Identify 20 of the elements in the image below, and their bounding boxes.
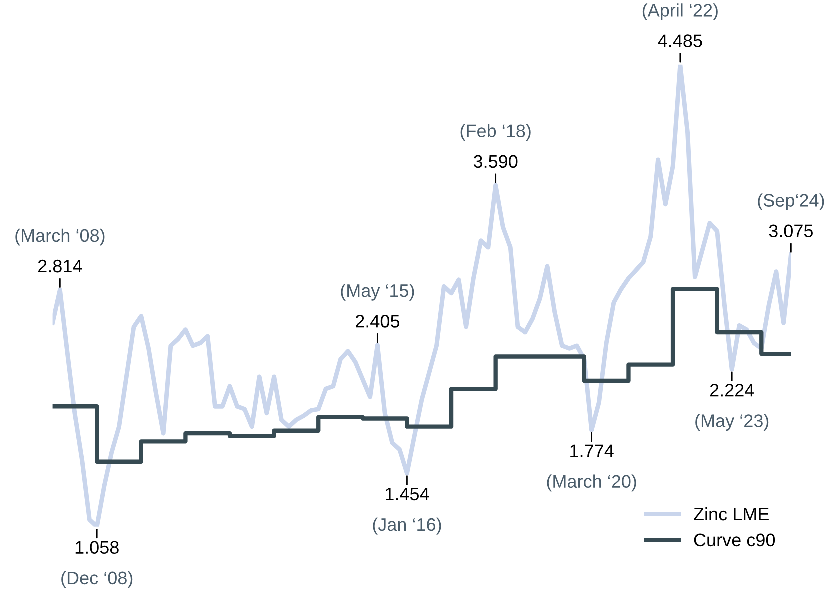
legend-label: Zinc LME	[694, 507, 769, 521]
annotation: (May ‘23)	[696, 414, 769, 431]
annotation: (March ‘20)	[547, 474, 636, 492]
data-label: 1.058	[76, 541, 119, 554]
text: (Dec ‘08)	[62, 571, 133, 588]
annotation: (Jan ‘16)	[373, 518, 442, 535]
annotation: (May ‘15)	[341, 284, 414, 301]
data-label: 3.075	[769, 224, 814, 238]
data-label: 2.405	[356, 315, 400, 328]
data-label: 1.774	[570, 444, 614, 458]
data-label: 2.814	[38, 260, 82, 273]
data-label: 2.224	[710, 384, 754, 397]
annotation: (Sep‘24)	[758, 194, 824, 211]
annotation: (March ‘08)	[16, 228, 105, 246]
text: (April ‘22)	[642, 4, 718, 20]
data-label: 3.590	[474, 155, 518, 168]
annotation: (Feb ‘18)	[460, 124, 531, 142]
legend-label: Curve c90	[694, 534, 776, 547]
data-label: 4.485	[658, 34, 702, 48]
data-label: 1.454	[386, 488, 430, 501]
